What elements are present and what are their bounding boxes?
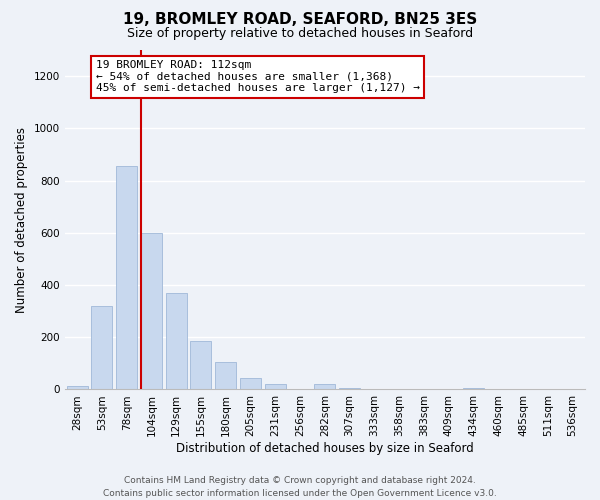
Y-axis label: Number of detached properties: Number of detached properties (15, 126, 28, 312)
Text: 19, BROMLEY ROAD, SEAFORD, BN25 3ES: 19, BROMLEY ROAD, SEAFORD, BN25 3ES (123, 12, 477, 28)
Bar (190, 341, 211, 390)
Text: Size of property relative to detached houses in Seaford: Size of property relative to detached ho… (127, 28, 473, 40)
Bar (463, 388, 484, 390)
Text: Contains HM Land Registry data © Crown copyright and database right 2024.
Contai: Contains HM Land Registry data © Crown c… (103, 476, 497, 498)
Bar (116, 166, 137, 390)
X-axis label: Distribution of detached houses by size in Seaford: Distribution of detached houses by size … (176, 442, 474, 455)
Bar (67, 386, 88, 390)
Bar (215, 362, 236, 390)
Bar (314, 384, 335, 390)
Bar (240, 378, 261, 390)
Text: 19 BROMLEY ROAD: 112sqm
← 54% of detached houses are smaller (1,368)
45% of semi: 19 BROMLEY ROAD: 112sqm ← 54% of detache… (96, 60, 420, 94)
Bar (141, 233, 162, 390)
Bar (339, 388, 360, 390)
Bar (265, 384, 286, 390)
Bar (91, 306, 112, 390)
Bar (166, 293, 187, 390)
